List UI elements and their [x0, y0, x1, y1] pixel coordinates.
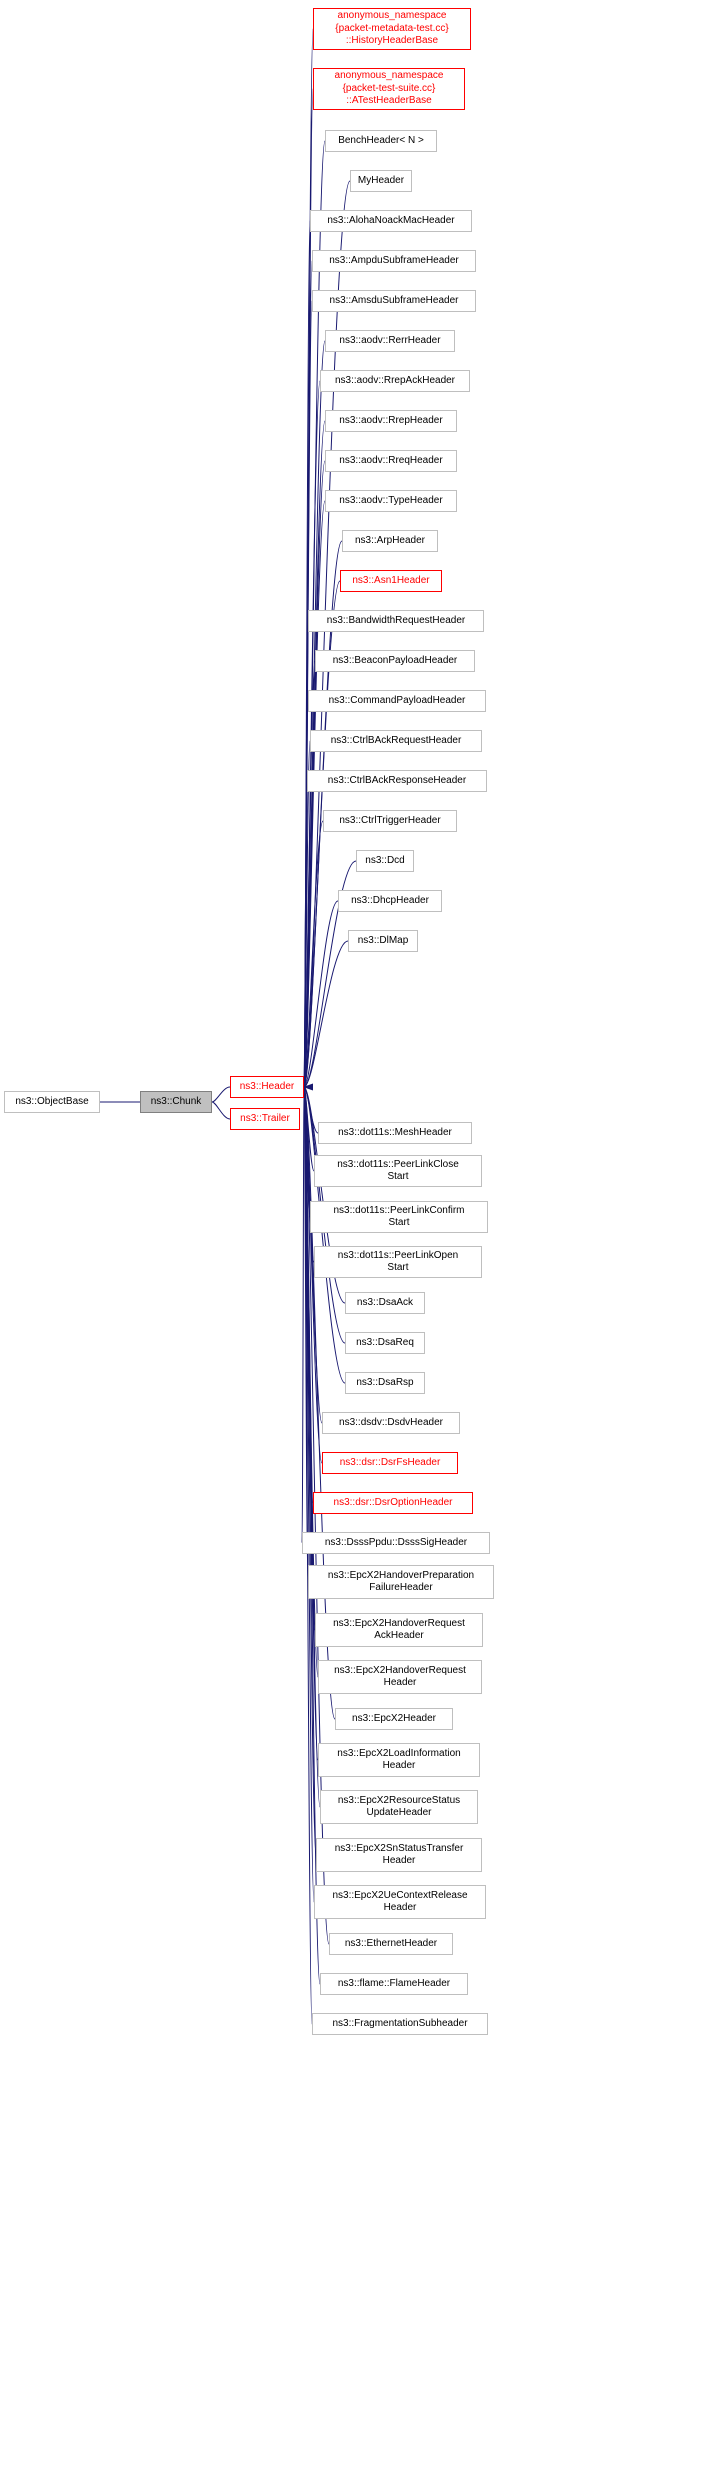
node-EpcX2SnStatus[interactable]: ns3::EpcX2SnStatusTransfer Header — [316, 1838, 482, 1872]
node-BandwidthReq[interactable]: ns3::BandwidthRequestHeader — [308, 610, 484, 632]
node-TypeHeader[interactable]: ns3::aodv::TypeHeader — [325, 490, 457, 512]
node-RerrHeader[interactable]: ns3::aodv::RerrHeader — [325, 330, 455, 352]
node-PeerLinkClose[interactable]: ns3::dot11s::PeerLinkClose Start — [314, 1155, 482, 1187]
node-EpcX2HandoverReqAck[interactable]: ns3::EpcX2HandoverRequest AckHeader — [315, 1613, 483, 1647]
node-Dcd[interactable]: ns3::Dcd — [356, 850, 414, 872]
node-DsaAck[interactable]: ns3::DsaAck — [345, 1292, 425, 1314]
node-MyHeader[interactable]: MyHeader — [350, 170, 412, 192]
node-AlohaNoack[interactable]: ns3::AlohaNoackMacHeader — [310, 210, 472, 232]
node-CommandPayload[interactable]: ns3::CommandPayloadHeader — [308, 690, 486, 712]
node-BenchHeader[interactable]: BenchHeader< N > — [325, 130, 437, 152]
node-HistoryHeaderBase[interactable]: anonymous_namespace {packet-metadata-tes… — [313, 8, 471, 50]
node-CtrlBAckResp[interactable]: ns3::CtrlBAckResponseHeader — [307, 770, 487, 792]
node-DsdvHeader[interactable]: ns3::dsdv::DsdvHeader — [322, 1412, 460, 1434]
node-RrepHeader[interactable]: ns3::aodv::RrepHeader — [325, 410, 457, 432]
node-RreqHeader[interactable]: ns3::aodv::RreqHeader — [325, 450, 457, 472]
node-DsrOptionHeader[interactable]: ns3::dsr::DsrOptionHeader — [313, 1492, 473, 1514]
node-DhcpHeader[interactable]: ns3::DhcpHeader — [338, 890, 442, 912]
node-EpcX2HandoverReq[interactable]: ns3::EpcX2HandoverRequest Header — [318, 1660, 482, 1694]
node-PeerLinkOpen[interactable]: ns3::dot11s::PeerLinkOpen Start — [314, 1246, 482, 1278]
node-Header[interactable]: ns3::Header — [230, 1076, 304, 1098]
node-PeerLinkConfirm[interactable]: ns3::dot11s::PeerLinkConfirm Start — [310, 1201, 488, 1233]
edge — [302, 1087, 304, 1543]
node-BeaconPayload[interactable]: ns3::BeaconPayloadHeader — [315, 650, 475, 672]
node-EpcX2ResourceStatus[interactable]: ns3::EpcX2ResourceStatus UpdateHeader — [320, 1790, 478, 1824]
node-EthernetHeader[interactable]: ns3::EthernetHeader — [329, 1933, 453, 1955]
node-ATestHeaderBase[interactable]: anonymous_namespace {packet-test-suite.c… — [313, 68, 465, 110]
node-EpcX2HandoverPrepFail[interactable]: ns3::EpcX2HandoverPreparation FailureHea… — [308, 1565, 494, 1599]
node-DlMap[interactable]: ns3::DlMap — [348, 930, 418, 952]
node-DsssSigHeader[interactable]: ns3::DsssPpdu::DsssSigHeader — [302, 1532, 490, 1554]
node-DsaReq[interactable]: ns3::DsaReq — [345, 1332, 425, 1354]
node-Asn1Header[interactable]: ns3::Asn1Header — [340, 570, 442, 592]
node-AmpduSubframe[interactable]: ns3::AmpduSubframeHeader — [312, 250, 476, 272]
node-FlameHeader[interactable]: ns3::flame::FlameHeader — [320, 1973, 468, 1995]
node-MeshHeader[interactable]: ns3::dot11s::MeshHeader — [318, 1122, 472, 1144]
node-ArpHeader[interactable]: ns3::ArpHeader — [342, 530, 438, 552]
edge — [212, 1087, 230, 1102]
node-FragmentationSub[interactable]: ns3::FragmentationSubheader — [312, 2013, 488, 2035]
node-CtrlTrigger[interactable]: ns3::CtrlTriggerHeader — [323, 810, 457, 832]
node-EpcX2LoadInfo[interactable]: ns3::EpcX2LoadInformation Header — [318, 1743, 480, 1777]
inheritance-diagram: ns3::ObjectBasens3::Chunkns3::Headerns3:… — [0, 0, 712, 2476]
node-EpcX2Header[interactable]: ns3::EpcX2Header — [335, 1708, 453, 1730]
node-ObjectBase[interactable]: ns3::ObjectBase — [4, 1091, 100, 1113]
node-EpcX2UeContext[interactable]: ns3::EpcX2UeContextRelease Header — [314, 1885, 486, 1919]
node-DsaRsp[interactable]: ns3::DsaRsp — [345, 1372, 425, 1394]
node-CtrlBAckReq[interactable]: ns3::CtrlBAckRequestHeader — [310, 730, 482, 752]
node-RrepAckHeader[interactable]: ns3::aodv::RrepAckHeader — [320, 370, 470, 392]
node-DsrFsHeader[interactable]: ns3::dsr::DsrFsHeader — [322, 1452, 458, 1474]
node-Chunk[interactable]: ns3::Chunk — [140, 1091, 212, 1113]
node-Trailer[interactable]: ns3::Trailer — [230, 1108, 300, 1130]
edge — [212, 1102, 230, 1119]
node-AmsduSubframe[interactable]: ns3::AmsduSubframeHeader — [312, 290, 476, 312]
